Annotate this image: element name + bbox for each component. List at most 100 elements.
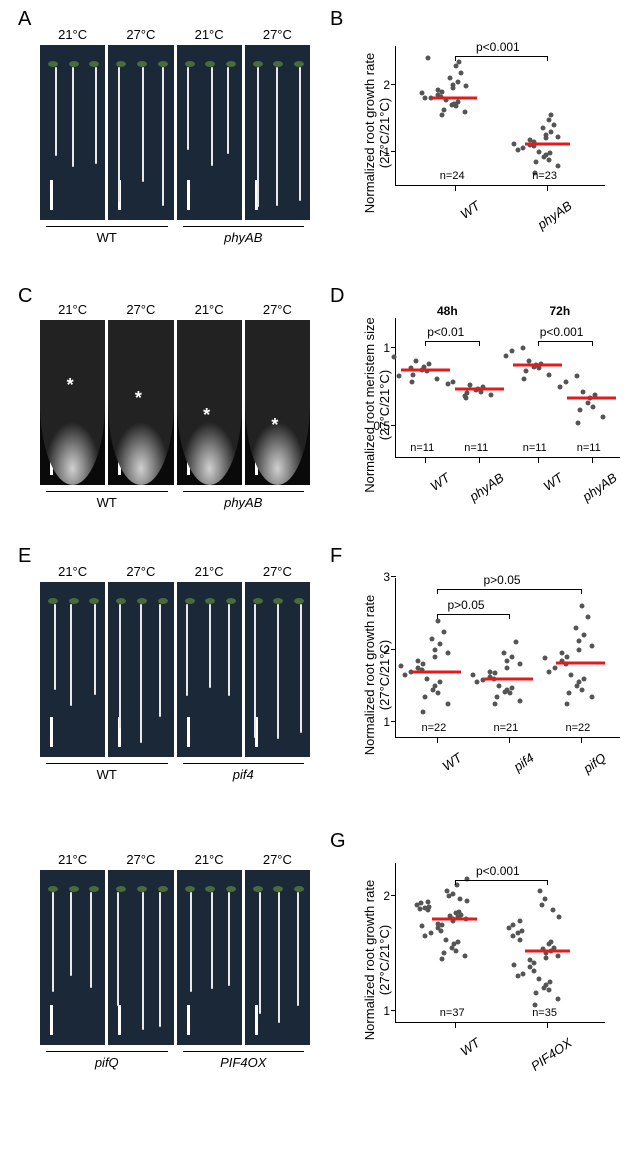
data-point: [463, 953, 468, 958]
x-axis-label: WT: [399, 470, 453, 514]
pvalue-bracket: [538, 341, 592, 342]
x-tick: [425, 458, 426, 463]
asterisk-marker: *: [135, 388, 142, 409]
n-label: n=22: [566, 722, 591, 734]
x-tick: [592, 458, 593, 463]
data-point: [429, 636, 434, 641]
seedling-leaf: [89, 886, 99, 892]
data-point: [591, 405, 596, 410]
x-tick: [581, 738, 582, 743]
data-point: [470, 673, 475, 678]
x-axis-label: PIF4OX: [521, 1035, 575, 1079]
median-line: [567, 396, 616, 399]
seedling-root: [228, 604, 230, 696]
seedling-leaf: [205, 886, 215, 892]
data-point: [548, 151, 553, 156]
data-point: [427, 904, 432, 909]
seedling-root: [72, 67, 74, 167]
y-axis-label: Normalized root growth rate(27°C/21°C): [362, 575, 392, 775]
median-line: [484, 677, 533, 680]
seedling-root: [159, 604, 161, 717]
data-point: [420, 662, 425, 667]
pvalue-text: p>0.05: [448, 598, 485, 612]
data-point: [540, 126, 545, 131]
data-point: [510, 934, 515, 939]
genotype-label: phyAB: [213, 495, 273, 510]
data-point: [563, 380, 568, 385]
median-line: [513, 364, 562, 367]
median-line: [455, 387, 504, 390]
data-point: [549, 940, 554, 945]
pvalue-bracket-tick: [455, 56, 456, 61]
data-point: [433, 684, 438, 689]
temperature-label: 21°C: [195, 302, 224, 317]
image-slot: 21°C*: [40, 320, 105, 485]
data-point: [494, 695, 499, 700]
panel-label-D: D: [330, 285, 344, 308]
data-point: [557, 914, 562, 919]
x-axis-label: WT: [429, 1035, 483, 1079]
seedling-root: [254, 604, 256, 738]
data-point: [504, 353, 509, 358]
plot-B: 12n=24n=23p<0.001Normalized root growth …: [395, 38, 605, 218]
data-point: [456, 910, 461, 915]
seedling-leaf: [294, 886, 304, 892]
data-point: [446, 651, 451, 656]
data-point: [504, 665, 509, 670]
data-point: [519, 928, 524, 933]
data-point: [425, 900, 430, 905]
data-point: [521, 346, 526, 351]
temperature-label: 27°C: [263, 564, 292, 579]
data-point: [523, 369, 528, 374]
seedling-leaf: [205, 598, 215, 604]
data-point: [438, 641, 443, 646]
pvalue-bracket-tick: [437, 589, 438, 594]
seedling-leaf: [294, 61, 304, 67]
data-point: [575, 374, 580, 379]
data-point: [585, 615, 590, 620]
seedling-root: [52, 892, 54, 992]
temperature-label: 27°C: [126, 302, 155, 317]
data-point: [488, 392, 493, 397]
seedling-leaf: [226, 886, 236, 892]
data-point: [539, 903, 544, 908]
data-point: [509, 685, 514, 690]
data-point: [511, 141, 516, 146]
data-point: [511, 962, 516, 967]
seedling-leaf: [137, 61, 147, 67]
image-panel-A: 21°C27°C21°C27°C: [40, 45, 310, 220]
genotype-label: PIF4OX: [213, 1055, 273, 1070]
data-point: [555, 997, 560, 1002]
data-point: [465, 898, 470, 903]
data-point: [397, 374, 402, 379]
data-point: [445, 888, 450, 893]
panel-label-C: C: [18, 285, 32, 308]
seedling-leaf: [89, 598, 99, 604]
data-point: [462, 394, 467, 399]
data-point: [564, 655, 569, 660]
seedling-leaf: [116, 61, 126, 67]
seedling-root: [70, 892, 72, 976]
x-tick: [455, 1023, 456, 1028]
image-slot: 27°C: [108, 45, 173, 220]
data-point: [534, 159, 539, 164]
data-point: [565, 702, 570, 707]
seedling-root: [162, 67, 164, 206]
data-point: [590, 644, 595, 649]
data-point: [513, 640, 518, 645]
data-point: [434, 377, 439, 382]
data-point: [402, 673, 407, 678]
asterisk-marker: *: [271, 415, 278, 436]
seedling-root: [186, 604, 188, 696]
data-point: [558, 385, 563, 390]
image-slot: 21°C: [177, 582, 242, 757]
data-point: [459, 71, 464, 76]
image-panel-E2: 21°C27°C21°C27°C: [40, 870, 310, 1045]
time-label: 72h: [550, 304, 571, 318]
data-point: [423, 96, 428, 101]
data-point: [425, 676, 430, 681]
x-axis-label: pif4: [482, 750, 536, 794]
time-label: 48h: [437, 304, 458, 318]
temperature-label: 27°C: [263, 27, 292, 42]
genotype-bar: [46, 226, 168, 227]
